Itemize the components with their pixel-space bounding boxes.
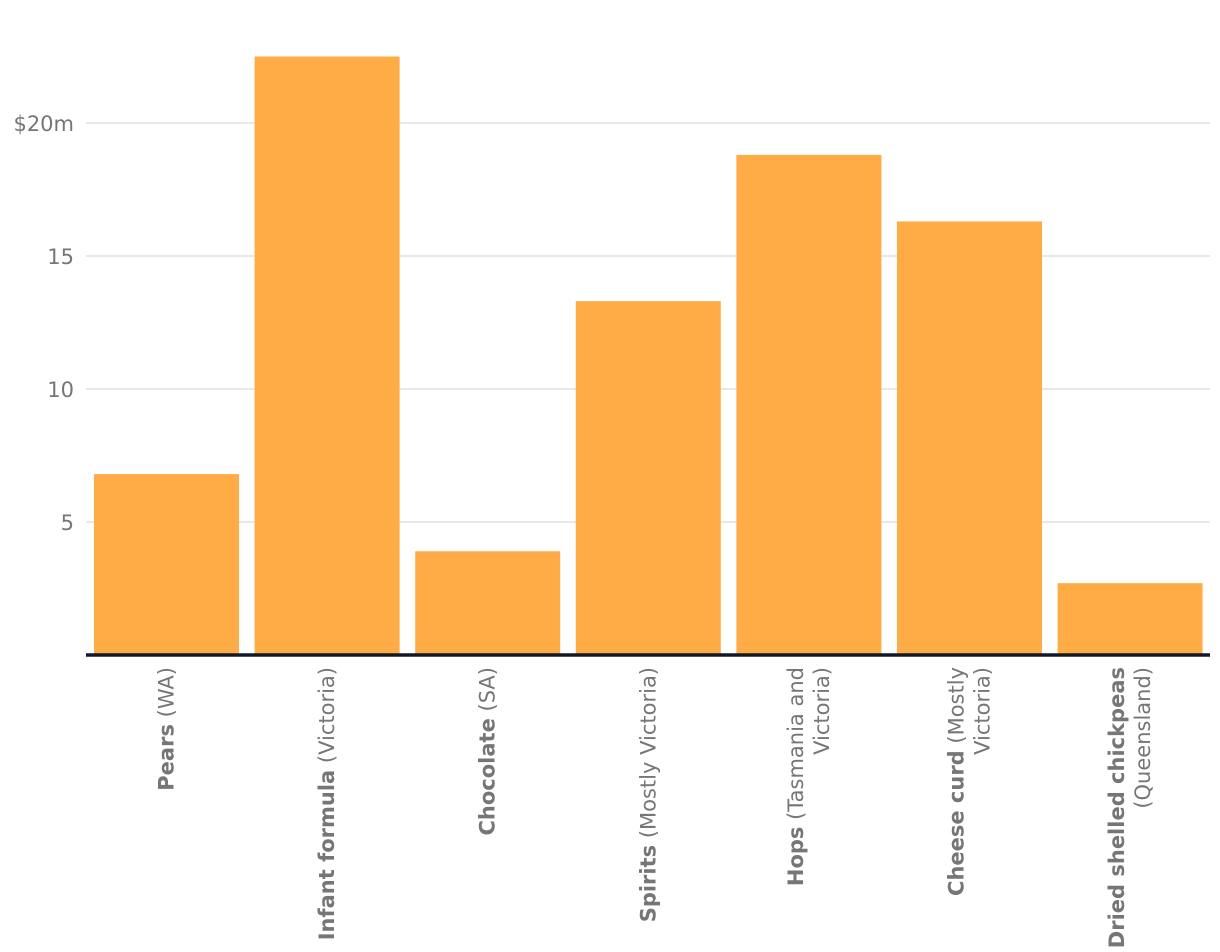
x-axis-labels: Pears (WA) Infant formula (Victoria) Choco… [155,667,1156,948]
svg-text:Pears (WA): Pears (WA) [155,667,179,791]
svg-text:Infant formula (Victoria): Infant formula (Victoria) [315,667,339,940]
category-region: (SA) [476,667,500,718]
svg-text:Victoria): Victoria) [971,667,995,755]
y-tick-label: $20m [13,112,74,136]
x-tick-label: Pears (WA) [155,667,179,791]
category-name: Infant formula [315,770,339,941]
bars [94,56,1203,656]
category-name: Pears [155,724,179,791]
category-name: Spirits [636,845,660,922]
category-region: (Tasmania and [784,667,808,827]
svg-text:Chocolate (SA): Chocolate (SA) [476,667,500,835]
category-region: (Mostly [945,667,969,750]
category-region: (Victoria) [315,667,339,770]
x-tick-label: Chocolate (SA) [476,667,500,835]
category-region: (Mostly Victoria) [636,667,660,845]
svg-text:(Queensland): (Queensland) [1131,667,1155,809]
category-region: (WA) [155,667,179,724]
x-tick-label: Dried shelled chickpeas (Queensland) [1105,667,1155,948]
category-region: (Queensland) [1131,667,1155,809]
svg-text:Victoria): Victoria) [810,667,834,755]
bar [1057,583,1203,655]
category-name: Dried shelled chickpeas [1105,667,1129,948]
category-name: Chocolate [476,718,500,835]
svg-text:Cheese curd (Mostly: Cheese curd (Mostly [945,667,969,896]
bar [897,221,1042,656]
bar [736,154,882,656]
y-axis-ticks: 5 10 15 $20m [13,112,74,535]
y-tick-label: 10 [47,378,74,402]
bar [94,474,239,655]
y-tick-label: 15 [47,245,74,269]
svg-text:Hops (Tasmania and: Hops (Tasmania and [784,667,808,886]
category-region: Victoria) [971,667,995,755]
y-tick-label: 5 [61,511,74,535]
category-region: Victoria) [810,667,834,755]
bar [415,551,561,655]
category-name: Hops [784,827,808,887]
svg-text:Spirits (Mostly Victoria): Spirits (Mostly Victoria) [636,667,660,922]
bar [254,56,400,655]
bar [575,301,721,655]
category-name: Cheese curd [945,750,969,896]
x-tick-label: Infant formula (Victoria) [315,667,339,940]
x-tick-label: Hops (Tasmania and Victoria) [784,667,834,886]
svg-text:Dried shelled chickpeas: Dried shelled chickpeas [1105,667,1129,948]
x-tick-label: Cheese curd (Mostly Victoria) [945,667,995,896]
x-tick-label: Spirits (Mostly Victoria) [636,667,660,922]
